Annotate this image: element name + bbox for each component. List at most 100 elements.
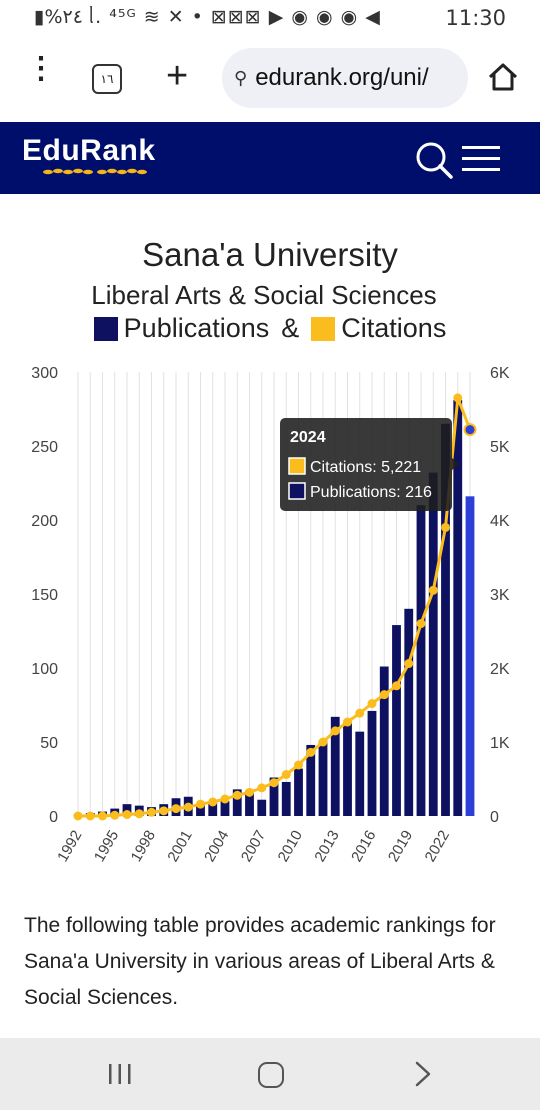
- citation-point: [343, 717, 352, 727]
- x-tick-label: 2019: [385, 828, 416, 865]
- browser-toolbar: ⋮ ١٦ + ⚲ edurank.org/uni/: [0, 40, 540, 116]
- y-tick-label-right: 0: [490, 809, 499, 826]
- citation-point: [269, 778, 279, 788]
- publication-bar: [367, 710, 377, 816]
- publication-bar: [416, 505, 426, 816]
- legend-citations[interactable]: Citations: [311, 313, 446, 344]
- citation-point: [134, 809, 144, 819]
- citation-point: [281, 770, 291, 780]
- tooltip-swatch-publications: [288, 482, 306, 500]
- more-options-icon[interactable]: ⋮: [26, 52, 56, 85]
- citation-point: [428, 585, 438, 595]
- tooltip-box: [280, 418, 452, 511]
- tooltip-year: 2024: [290, 429, 326, 446]
- tune-icon[interactable]: ⚲: [234, 67, 248, 89]
- citation-point: [294, 760, 303, 770]
- citation-point: [392, 681, 401, 691]
- citation-point: [208, 797, 218, 807]
- publication-bar: [355, 731, 365, 816]
- legend-label-citations: Citations: [341, 313, 447, 343]
- publication-bar: [453, 400, 463, 816]
- publications-citations-chart[interactable]: 0 50 100 150 200 250 300 0 1K 2K 3K 4K 5K 6K 1992 1995 1…: [0, 360, 540, 890]
- citation-point: [257, 783, 267, 793]
- x-tick-label: 2004: [201, 828, 232, 865]
- publication-bar: [306, 744, 316, 816]
- address-bar[interactable]: ⚲ edurank.org/uni/: [222, 48, 468, 108]
- citation-point: [463, 423, 477, 437]
- tooltip-publications: Publications: 216: [310, 484, 432, 501]
- citation-point: [232, 790, 242, 800]
- citation-point: [379, 690, 389, 700]
- recent-apps-icon[interactable]: [106, 1060, 134, 1088]
- x-tick-label: 2016: [348, 828, 379, 865]
- y-tick-label-left: 250: [31, 439, 58, 456]
- publication-bar: [281, 781, 291, 816]
- citation-point: [147, 807, 156, 817]
- hamburger-menu-icon[interactable]: [462, 144, 500, 174]
- laurel-icon: [43, 168, 147, 175]
- tooltip-pointer: [452, 458, 460, 470]
- url-text: edurank.org/uni/: [255, 64, 429, 91]
- citation-point: [330, 726, 340, 736]
- publication-bar: [294, 768, 303, 816]
- publication-bar: [318, 740, 328, 816]
- x-tick-label: 2013: [311, 828, 342, 865]
- tooltip-swatch-citations: [288, 457, 306, 475]
- status-icons: ▮%٢٤ ᥣ. ⁴⁵ᴳ ≋ ✕ • ⊠⊠⊠ ▶ ◉ ◉ ◉ ◀: [34, 6, 381, 28]
- legend-ampersand: &: [281, 313, 300, 343]
- search-icon[interactable]: [414, 140, 454, 180]
- chart-title: Sana'a University: [142, 236, 398, 273]
- publication-bar: [428, 472, 438, 816]
- publication-bar: [379, 666, 389, 816]
- publication-bar: [343, 722, 352, 816]
- y-tick-label-left: 0: [49, 809, 58, 826]
- citation-point: [220, 794, 230, 804]
- tab-switcher-button[interactable]: ١٦: [92, 64, 122, 94]
- legend-swatch-citations: [311, 316, 336, 341]
- citation-point: [306, 747, 316, 757]
- status-bar: ▮%٢٤ ᥣ. ⁴⁵ᴳ ≋ ✕ • ⊠⊠⊠ ▶ ◉ ◉ ◉ ◀ 11:30: [0, 0, 540, 36]
- y-tick-label-left: 300: [31, 365, 58, 382]
- publication-bar: [441, 423, 450, 816]
- publication-bar: [257, 799, 267, 816]
- publication-bar: [404, 608, 414, 816]
- x-tick-label: 1995: [91, 828, 122, 865]
- home-nav-icon[interactable]: [258, 1062, 284, 1088]
- citation-point: [122, 810, 132, 820]
- publication-bar: [208, 802, 218, 816]
- chart-tooltip: 2024 Citations: 5,221 Publications: 216: [280, 418, 460, 511]
- citation-point: [453, 393, 463, 403]
- y-tick-label-left: 200: [31, 513, 58, 530]
- new-tab-button[interactable]: +: [166, 55, 189, 97]
- citation-point: [73, 811, 83, 821]
- publication-bar: [330, 716, 340, 816]
- site-header: EduRank: [0, 122, 540, 194]
- x-tick-label: 2010: [275, 828, 306, 865]
- citation-point: [245, 787, 254, 797]
- legend-publications[interactable]: Publications: [93, 313, 269, 344]
- citation-point: [85, 811, 95, 821]
- citation-point: [404, 659, 414, 669]
- legend-swatch-publications: [93, 316, 118, 341]
- home-icon[interactable]: [486, 60, 520, 94]
- y-tick-label-right: 4K: [490, 513, 510, 530]
- y-tick-label-right: 1K: [490, 735, 510, 752]
- citation-point: [355, 708, 365, 718]
- x-tick-label: 2007: [238, 828, 269, 865]
- x-tick-label: 2001: [164, 828, 195, 865]
- publication-bar: [465, 496, 475, 816]
- x-tick-label: 1992: [54, 828, 85, 865]
- citation-point: [441, 522, 450, 532]
- site-logo[interactable]: EduRank: [22, 134, 156, 167]
- y-tick-label-left: 100: [31, 661, 58, 678]
- x-tick-label: 1998: [128, 828, 159, 865]
- publication-bar: [220, 801, 230, 816]
- back-icon[interactable]: [410, 1058, 436, 1090]
- publication-bar: [245, 790, 254, 816]
- publication-bar: [269, 777, 279, 816]
- citation-point: [171, 804, 181, 814]
- citation-point: [196, 799, 205, 809]
- y-tick-label-right: 2K: [490, 661, 510, 678]
- citation-point: [416, 619, 426, 629]
- citation-point: [159, 806, 169, 816]
